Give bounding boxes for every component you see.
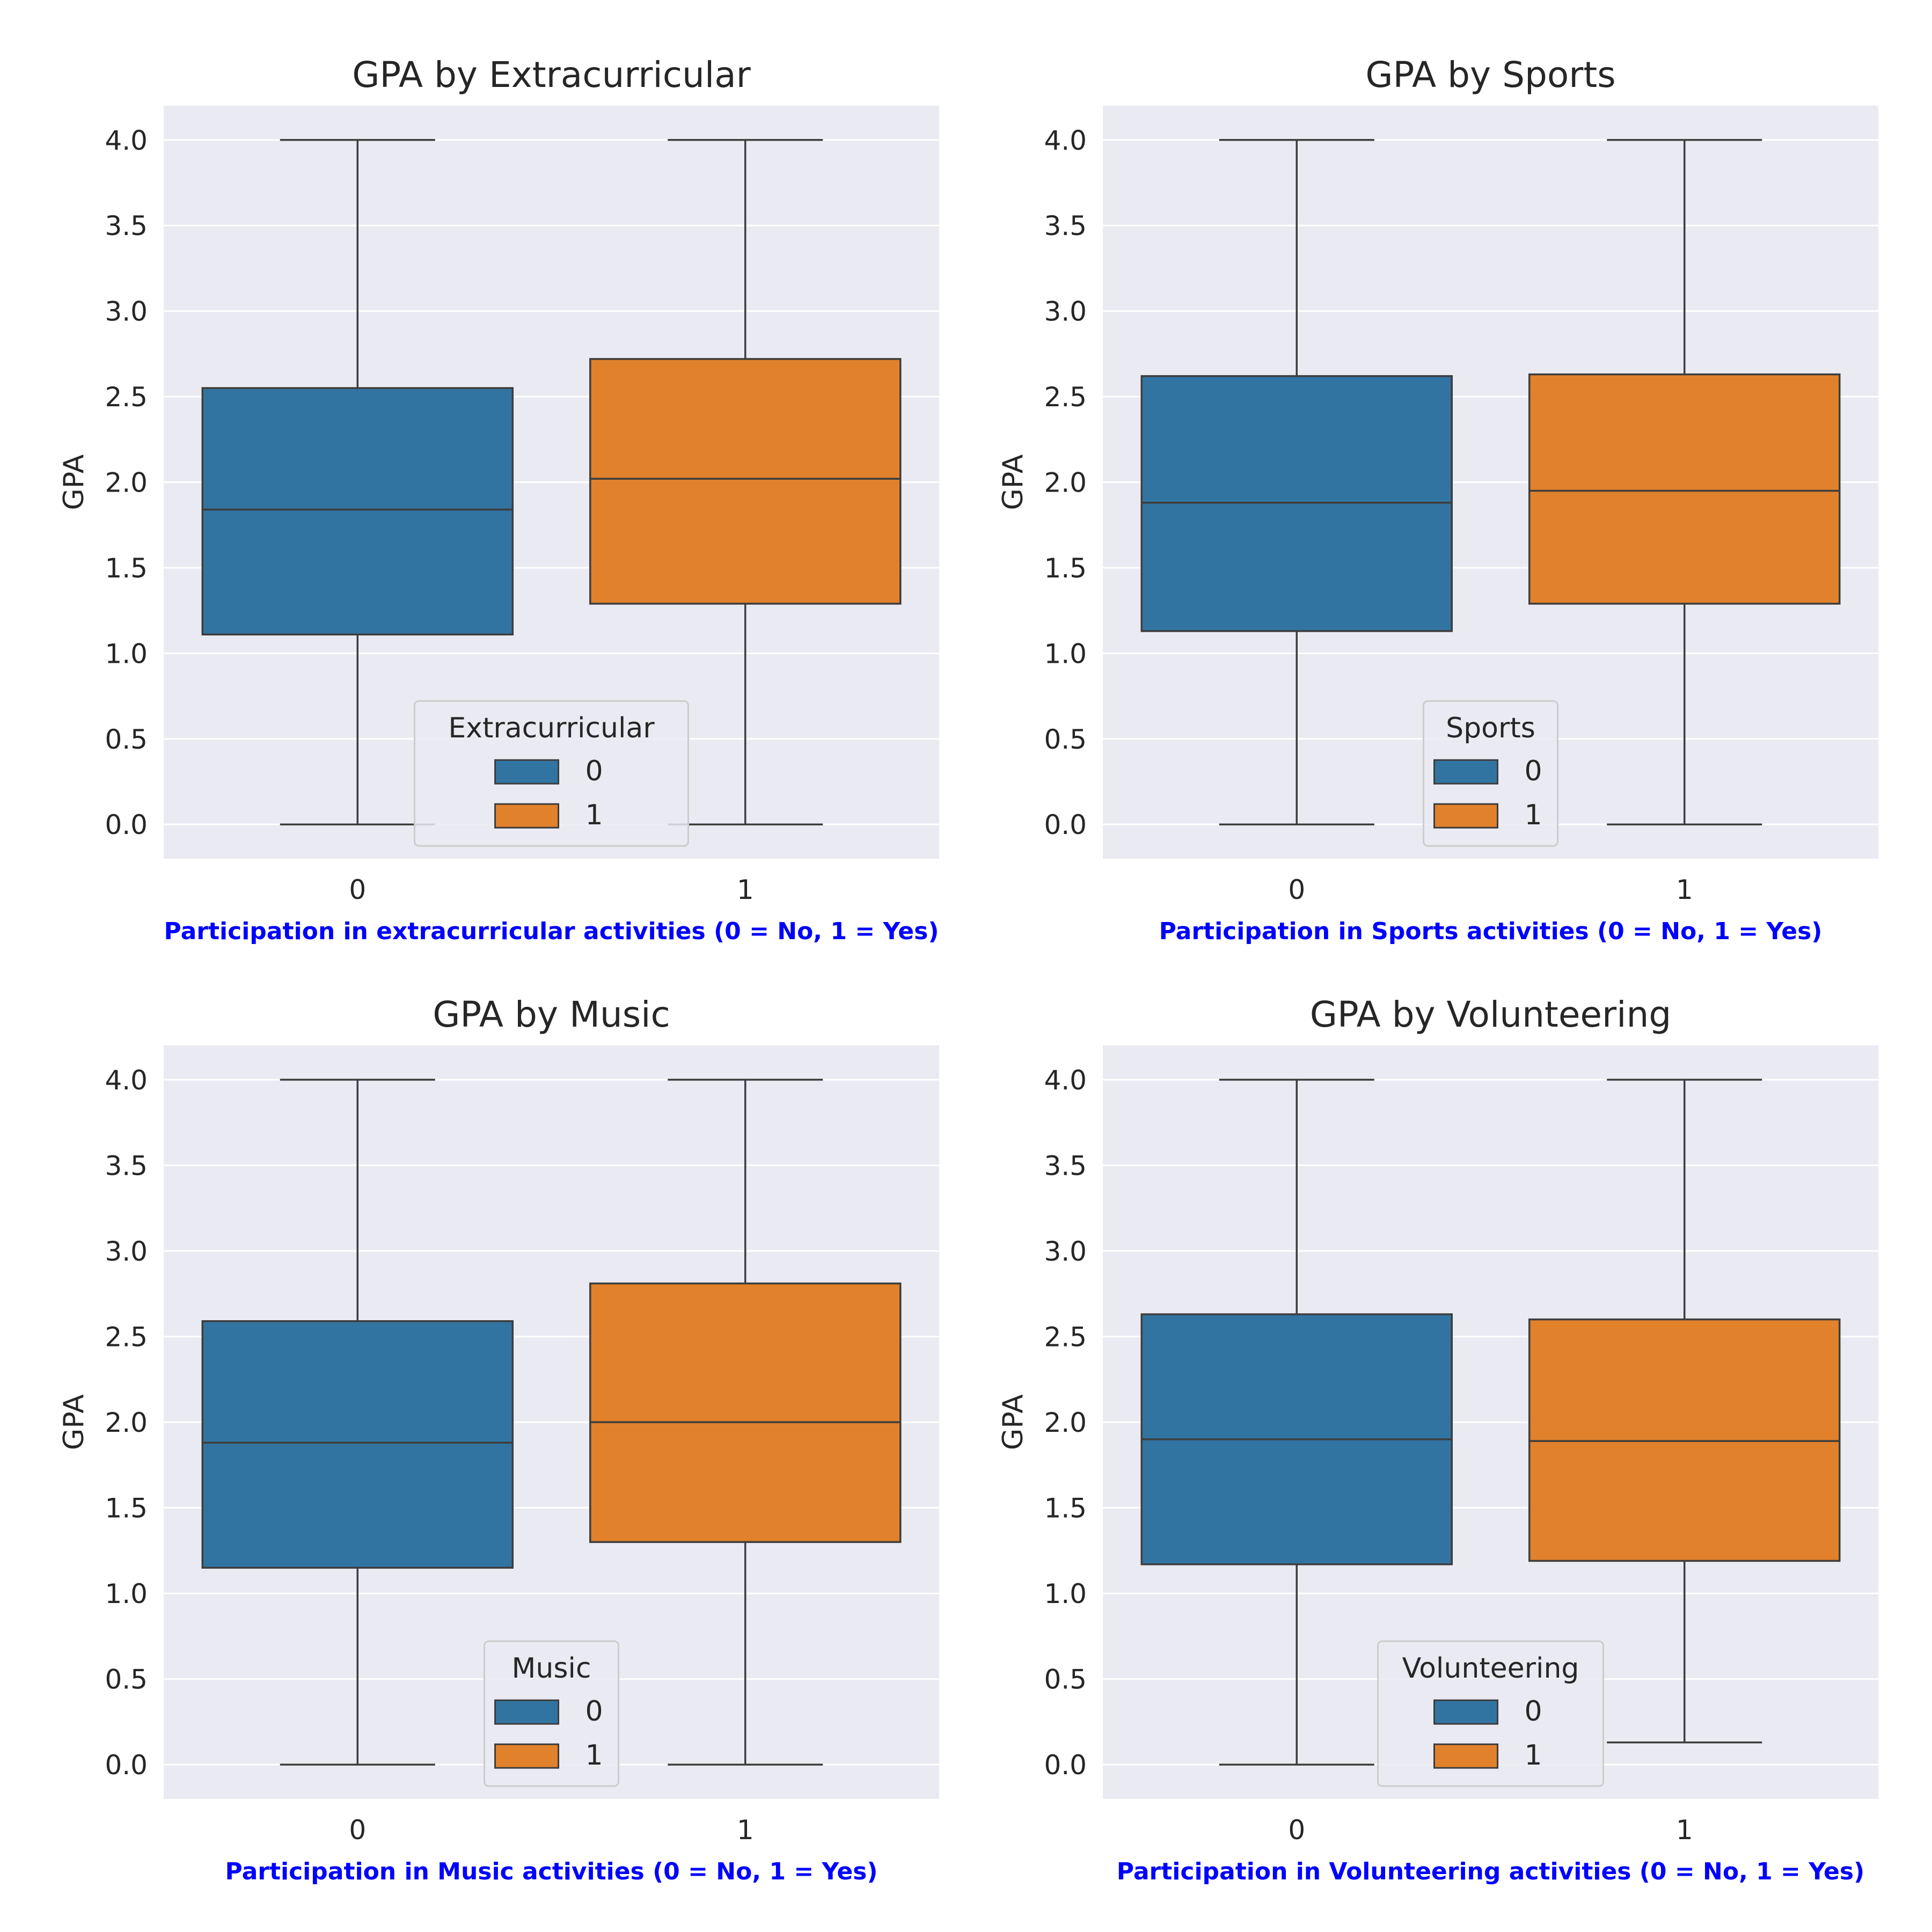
y-axis-label: GPA	[58, 1394, 90, 1450]
box-1	[589, 1079, 902, 1766]
legend-label-1: 1	[586, 799, 603, 831]
legend-title: Extracurricular	[448, 712, 655, 744]
y-tick-label: 2.5	[1044, 1321, 1087, 1352]
y-tick-label: 2.5	[1044, 382, 1087, 413]
panel-title: GPA by Volunteering	[1310, 994, 1671, 1035]
box-1	[1528, 139, 1841, 825]
legend-title: Sports	[1446, 712, 1535, 744]
legend-label-1: 1	[586, 1739, 603, 1772]
y-tick-label: 0.0	[1044, 1750, 1087, 1781]
y-tick-label: 3.0	[105, 296, 148, 327]
panel-title: GPA by Sports	[1365, 54, 1615, 96]
y-tick-label: 0.5	[105, 1664, 148, 1695]
y-tick-label: 2.0	[105, 467, 148, 499]
legend-swatch-1	[1433, 803, 1498, 829]
y-tick-label: 2.0	[1044, 467, 1087, 499]
box-0	[201, 139, 514, 825]
x-tick-label: 1	[737, 1814, 754, 1846]
legend-label-0: 0	[1525, 1695, 1542, 1728]
y-tick-label: 0.0	[105, 1750, 148, 1781]
iqr-box	[201, 1320, 514, 1569]
y-tick-label: 2.5	[105, 382, 148, 413]
chart-panel-3: 0.0 0.5 1.0 1.5 2.0 2.5 3.0 3.5 4.0 0 1 GPA by Volu…	[997, 994, 1878, 1885]
legend-label-0: 0	[586, 755, 603, 787]
y-tick-label: 2.5	[105, 1321, 148, 1352]
y-tick-label: 1.5	[1044, 1493, 1087, 1524]
legend-swatch-0	[1433, 759, 1498, 785]
y-tick-label: 3.0	[1044, 296, 1087, 327]
y-tick-label: 2.0	[105, 1407, 148, 1438]
legend: Sports 0 1	[1423, 700, 1558, 847]
y-tick-label: 0.0	[105, 809, 148, 840]
y-tick-label: 0.0	[1044, 809, 1087, 840]
y-tick-label: 1.0	[1044, 1578, 1087, 1609]
y-tick-label: 3.0	[105, 1236, 148, 1267]
chart-panel-0: 0.0 0.5 1.0 1.5 2.0 2.5 3.0 3.5 4.0 0 1 GPA by Extr…	[58, 54, 939, 945]
x-tick-label: 1	[737, 874, 754, 905]
x-axis-label: Participation in extracurricular activit…	[164, 918, 939, 945]
y-tick-label: 3.5	[105, 1150, 148, 1181]
box-0	[1140, 139, 1453, 825]
y-tick-label: 4.0	[1044, 1065, 1087, 1096]
x-axis-label: Participation in Music activities (0 = N…	[225, 1858, 878, 1885]
x-tick-label: 0	[1288, 1814, 1305, 1846]
iqr-box	[589, 358, 902, 605]
x-tick-label: 0	[1288, 874, 1305, 905]
y-tick-label: 1.5	[105, 553, 148, 584]
y-tick-label: 1.5	[1044, 553, 1087, 584]
y-tick-label: 1.0	[1044, 638, 1087, 669]
x-tick-label: 0	[349, 874, 366, 905]
y-tick-label: 1.0	[105, 638, 148, 669]
legend-swatch-0	[494, 759, 559, 785]
y-tick-label: 0.5	[1044, 724, 1087, 755]
iqr-box	[589, 1282, 902, 1543]
box-1	[1528, 1079, 1841, 1744]
chart-panel-1: 0.0 0.5 1.0 1.5 2.0 2.5 3.0 3.5 4.0 0 1 GPA by Spor…	[997, 54, 1878, 945]
legend-swatch-1	[494, 803, 559, 829]
y-tick-label: 2.0	[1044, 1407, 1087, 1438]
legend-label-0: 0	[1525, 755, 1542, 787]
legend-swatch-1	[1433, 1743, 1498, 1769]
legend-swatch-0	[494, 1699, 559, 1725]
x-tick-label: 1	[1676, 1814, 1693, 1846]
y-tick-label: 1.0	[105, 1578, 148, 1609]
legend-label-1: 1	[1525, 799, 1542, 831]
x-axis-label: Participation in Volunteering activities…	[1117, 1858, 1864, 1885]
legend-label-0: 0	[586, 1695, 603, 1728]
legend: Music 0 1	[484, 1640, 619, 1787]
legend-label-1: 1	[1525, 1739, 1542, 1772]
x-axis-label: Participation in Sports activities (0 = …	[1159, 918, 1823, 945]
y-tick-label: 4.0	[1044, 125, 1087, 156]
y-tick-label: 4.0	[105, 1065, 148, 1096]
legend: Volunteering 0 1	[1377, 1640, 1604, 1787]
box-0	[201, 1079, 514, 1766]
y-axis-label: GPA	[997, 1394, 1029, 1450]
legend: Extracurricular 0 1	[414, 700, 689, 847]
iqr-box	[201, 387, 514, 636]
x-tick-label: 1	[1676, 874, 1693, 905]
y-tick-label: 3.5	[105, 210, 148, 241]
legend-swatch-0	[1433, 1699, 1498, 1725]
y-axis-label: GPA	[58, 454, 90, 510]
legend-swatch-1	[494, 1743, 559, 1769]
panel-title: GPA by Music	[433, 994, 670, 1035]
y-axis-label: GPA	[997, 454, 1029, 510]
legend-title: Volunteering	[1402, 1652, 1579, 1685]
y-tick-label: 3.5	[1044, 210, 1087, 241]
y-tick-label: 0.5	[1044, 1664, 1087, 1695]
legend-title: Music	[512, 1652, 591, 1685]
y-tick-label: 1.5	[105, 1493, 148, 1524]
x-tick-label: 0	[349, 1814, 366, 1846]
y-tick-label: 3.5	[1044, 1150, 1087, 1181]
y-tick-label: 4.0	[105, 125, 148, 156]
iqr-box	[1528, 373, 1841, 605]
y-tick-label: 3.0	[1044, 1236, 1087, 1267]
panel-title: GPA by Extracurricular	[352, 54, 751, 96]
box-1	[589, 139, 902, 825]
y-tick-label: 0.5	[105, 724, 148, 755]
chart-panel-2: 0.0 0.5 1.0 1.5 2.0 2.5 3.0 3.5 4.0 0 1 GPA by Musi…	[58, 994, 939, 1885]
box-0	[1140, 1079, 1453, 1766]
